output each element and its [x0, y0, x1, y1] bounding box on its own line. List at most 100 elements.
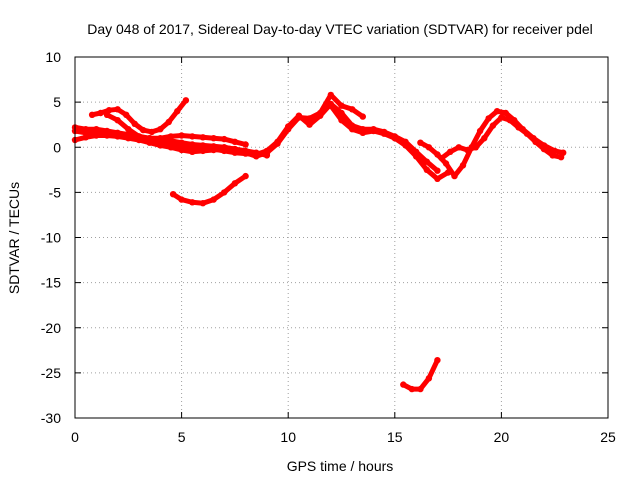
series-line-track-12: [400, 357, 440, 392]
data-point: [438, 154, 445, 162]
data-point: [189, 144, 196, 151]
y-axis-label: SDTVAR / TECUs: [6, 182, 22, 294]
data-point: [447, 148, 454, 155]
x-axis-label: GPS time / hours: [287, 458, 394, 474]
data-point: [434, 357, 441, 364]
data-point: [417, 385, 424, 393]
data-point: [253, 151, 260, 158]
data-point: [391, 135, 398, 142]
data-point: [434, 167, 441, 174]
data-point: [242, 149, 249, 156]
x-tick-label: 5: [178, 429, 186, 445]
y-tick-label: -25: [41, 365, 61, 381]
y-tick-label: -30: [41, 410, 61, 426]
data-point: [93, 132, 100, 139]
data-point: [349, 106, 356, 113]
data-point: [157, 138, 164, 145]
data-point: [93, 126, 100, 133]
data-point: [97, 109, 104, 117]
data-point: [523, 130, 531, 137]
data-point: [549, 152, 556, 159]
data-point: [317, 112, 324, 119]
y-tick-label: 5: [53, 94, 61, 110]
data-point: [123, 111, 130, 119]
data-point: [493, 108, 501, 115]
data-point: [380, 130, 388, 137]
series-group: [71, 91, 567, 393]
y-tick-label: -5: [49, 184, 62, 200]
data-point: [165, 118, 172, 126]
data-point: [295, 112, 303, 119]
y-tick-label: -15: [41, 275, 61, 291]
data-point: [135, 133, 143, 140]
data-point: [434, 175, 441, 182]
data-point: [557, 154, 565, 161]
data-point: [359, 129, 366, 136]
data-point: [425, 375, 433, 382]
data-point: [157, 126, 164, 133]
data-point: [199, 134, 207, 141]
data-point: [199, 145, 207, 152]
data-point: [189, 148, 196, 155]
data-point: [472, 144, 479, 151]
data-point: [231, 145, 239, 153]
data-point: [103, 132, 111, 139]
data-point: [140, 126, 147, 134]
data-point: [459, 162, 467, 169]
data-point: [464, 146, 471, 154]
data-point: [498, 114, 505, 121]
data-point: [476, 127, 484, 135]
data-point: [408, 385, 416, 393]
data-point: [327, 102, 334, 109]
data-point: [306, 121, 313, 128]
data-point: [125, 135, 132, 142]
data-point: [485, 115, 492, 122]
data-point: [423, 166, 430, 173]
data-point: [515, 124, 522, 131]
data-point: [167, 133, 175, 140]
y-tick-label: -10: [41, 230, 61, 246]
data-point: [178, 132, 185, 139]
data-point: [359, 113, 366, 120]
data-point: [231, 180, 239, 187]
data-point: [131, 120, 138, 128]
data-point: [481, 135, 488, 142]
x-tick-label: 25: [600, 429, 616, 445]
data-point: [338, 102, 345, 109]
data-point: [400, 381, 407, 388]
data-point: [221, 135, 228, 143]
data-point: [82, 126, 89, 133]
data-point: [221, 144, 228, 151]
data-point: [349, 126, 356, 133]
data-point: [189, 133, 196, 140]
x-tick-label: 0: [71, 429, 79, 445]
data-point: [506, 117, 514, 124]
data-point: [169, 191, 177, 198]
data-point: [412, 153, 420, 160]
axis-ticks: 0 5 10 15 20 25 10 5 0 -5 -10 -15 -20 -25 -30: [41, 49, 616, 445]
data-point: [423, 158, 430, 165]
data-point: [417, 139, 424, 146]
data-point: [451, 172, 458, 180]
data-point: [182, 97, 190, 104]
data-point: [442, 160, 450, 167]
data-point: [221, 189, 228, 196]
data-point: [174, 108, 181, 115]
y-tick-label: 10: [45, 49, 61, 65]
data-point: [114, 133, 121, 140]
grid: [75, 57, 608, 418]
data-point: [210, 135, 217, 142]
data-point: [210, 145, 217, 153]
x-tick-label: 15: [387, 429, 403, 445]
data-point: [285, 123, 292, 130]
data-point: [502, 109, 509, 117]
data-point: [327, 91, 334, 99]
data-point: [455, 144, 462, 151]
data-point: [540, 145, 548, 153]
y-tick-label: 0: [53, 139, 61, 155]
data-point: [146, 136, 153, 144]
data-point: [82, 134, 89, 141]
data-point: [338, 117, 345, 124]
data-point: [425, 144, 433, 151]
chart-title: Day 048 of 2017, Sidereal Day-to-day VTE…: [87, 21, 593, 37]
